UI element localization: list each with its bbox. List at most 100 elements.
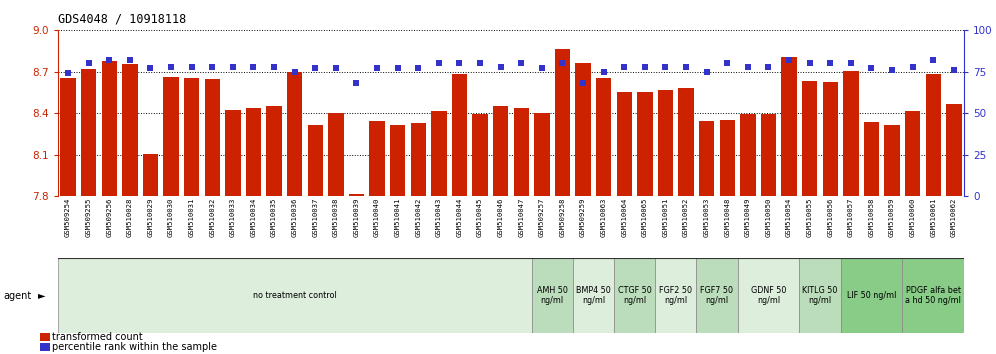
- Point: [410, 65, 426, 71]
- Point: [513, 61, 529, 66]
- Bar: [266, 106, 282, 196]
- Point: [575, 80, 591, 86]
- Bar: [614, 258, 655, 333]
- Bar: [596, 78, 612, 196]
- Text: GSM510045: GSM510045: [477, 198, 483, 237]
- Text: GSM509255: GSM509255: [86, 198, 92, 237]
- Bar: [534, 113, 550, 196]
- Bar: [514, 108, 529, 196]
- Point: [904, 64, 920, 69]
- Bar: [61, 78, 76, 196]
- Point: [370, 65, 385, 71]
- Point: [183, 64, 199, 69]
- Text: GSM510056: GSM510056: [828, 198, 834, 237]
- Text: GSM509258: GSM509258: [560, 198, 566, 237]
- Text: BMP4 50
ng/ml: BMP4 50 ng/ml: [576, 286, 611, 305]
- Bar: [617, 92, 632, 196]
- Text: no treatment control: no treatment control: [253, 291, 337, 300]
- Bar: [637, 92, 652, 196]
- Text: GSM510030: GSM510030: [168, 198, 174, 237]
- Bar: [81, 69, 97, 196]
- Bar: [823, 82, 838, 196]
- Point: [472, 61, 488, 66]
- Text: KITLG 50
ng/ml: KITLG 50 ng/ml: [802, 286, 838, 305]
- Text: GSM510036: GSM510036: [292, 198, 298, 237]
- Bar: [225, 110, 241, 196]
- Bar: [843, 71, 859, 196]
- Point: [740, 64, 756, 69]
- Text: FGF2 50
ng/ml: FGF2 50 ng/ml: [659, 286, 692, 305]
- Text: GSM510051: GSM510051: [662, 198, 668, 237]
- Text: GSM510063: GSM510063: [601, 198, 607, 237]
- Text: GSM510064: GSM510064: [622, 198, 627, 237]
- Point: [102, 57, 118, 63]
- Text: GSM510033: GSM510033: [230, 198, 236, 237]
- Point: [534, 65, 550, 71]
- Bar: [655, 258, 696, 333]
- Point: [142, 65, 158, 71]
- Bar: [472, 114, 488, 196]
- Text: GSM510057: GSM510057: [848, 198, 854, 237]
- Text: GSM510031: GSM510031: [188, 198, 194, 237]
- Bar: [102, 61, 117, 196]
- Text: agent: agent: [3, 291, 31, 301]
- Point: [349, 80, 365, 86]
- Point: [636, 64, 652, 69]
- Text: GSM510039: GSM510039: [354, 198, 360, 237]
- Bar: [431, 110, 446, 196]
- Text: GSM510041: GSM510041: [394, 198, 400, 237]
- Text: GSM510050: GSM510050: [766, 198, 772, 237]
- Point: [81, 61, 97, 66]
- Point: [555, 61, 571, 66]
- Text: GDNF 50
ng/ml: GDNF 50 ng/ml: [751, 286, 786, 305]
- Point: [761, 64, 777, 69]
- Bar: [573, 258, 614, 333]
- Text: GSM510052: GSM510052: [683, 198, 689, 237]
- Bar: [678, 88, 694, 196]
- Point: [657, 64, 673, 69]
- Bar: [123, 64, 137, 196]
- Text: GSM510035: GSM510035: [271, 198, 277, 237]
- Text: CTGF 50
ng/ml: CTGF 50 ng/ml: [618, 286, 651, 305]
- Point: [122, 57, 137, 63]
- Text: GSM510058: GSM510058: [869, 198, 874, 237]
- Bar: [761, 114, 776, 196]
- Text: GSM510040: GSM510040: [374, 198, 380, 237]
- Bar: [864, 122, 879, 196]
- Point: [328, 65, 344, 71]
- Text: GSM509259: GSM509259: [580, 198, 586, 237]
- Point: [60, 70, 76, 76]
- Point: [225, 64, 241, 69]
- Point: [802, 61, 818, 66]
- Text: GSM510060: GSM510060: [909, 198, 915, 237]
- Bar: [389, 125, 405, 196]
- Point: [163, 64, 179, 69]
- Point: [678, 64, 694, 69]
- Bar: [410, 123, 426, 196]
- Bar: [841, 258, 902, 333]
- Bar: [532, 258, 573, 333]
- Bar: [800, 258, 841, 333]
- Text: percentile rank within the sample: percentile rank within the sample: [53, 342, 217, 352]
- Text: GSM509256: GSM509256: [107, 198, 113, 237]
- Bar: [287, 72, 303, 196]
- Point: [884, 67, 900, 73]
- Text: PDGF alfa bet
a hd 50 ng/ml: PDGF alfa bet a hd 50 ng/ml: [905, 286, 961, 305]
- Point: [719, 61, 735, 66]
- Text: LIF 50 ng/ml: LIF 50 ng/ml: [847, 291, 896, 300]
- Point: [431, 61, 447, 66]
- Text: GSM510046: GSM510046: [498, 198, 504, 237]
- Bar: [699, 121, 714, 196]
- Point: [451, 61, 467, 66]
- Text: GSM510047: GSM510047: [518, 198, 524, 237]
- Text: GSM510044: GSM510044: [456, 198, 462, 237]
- Bar: [163, 77, 179, 196]
- Point: [843, 61, 859, 66]
- Text: GSM510042: GSM510042: [415, 198, 421, 237]
- Bar: [370, 121, 384, 196]
- Bar: [452, 74, 467, 196]
- Text: GSM510032: GSM510032: [209, 198, 215, 237]
- Bar: [349, 194, 365, 196]
- Text: GSM510038: GSM510038: [333, 198, 339, 237]
- Bar: [40, 343, 50, 351]
